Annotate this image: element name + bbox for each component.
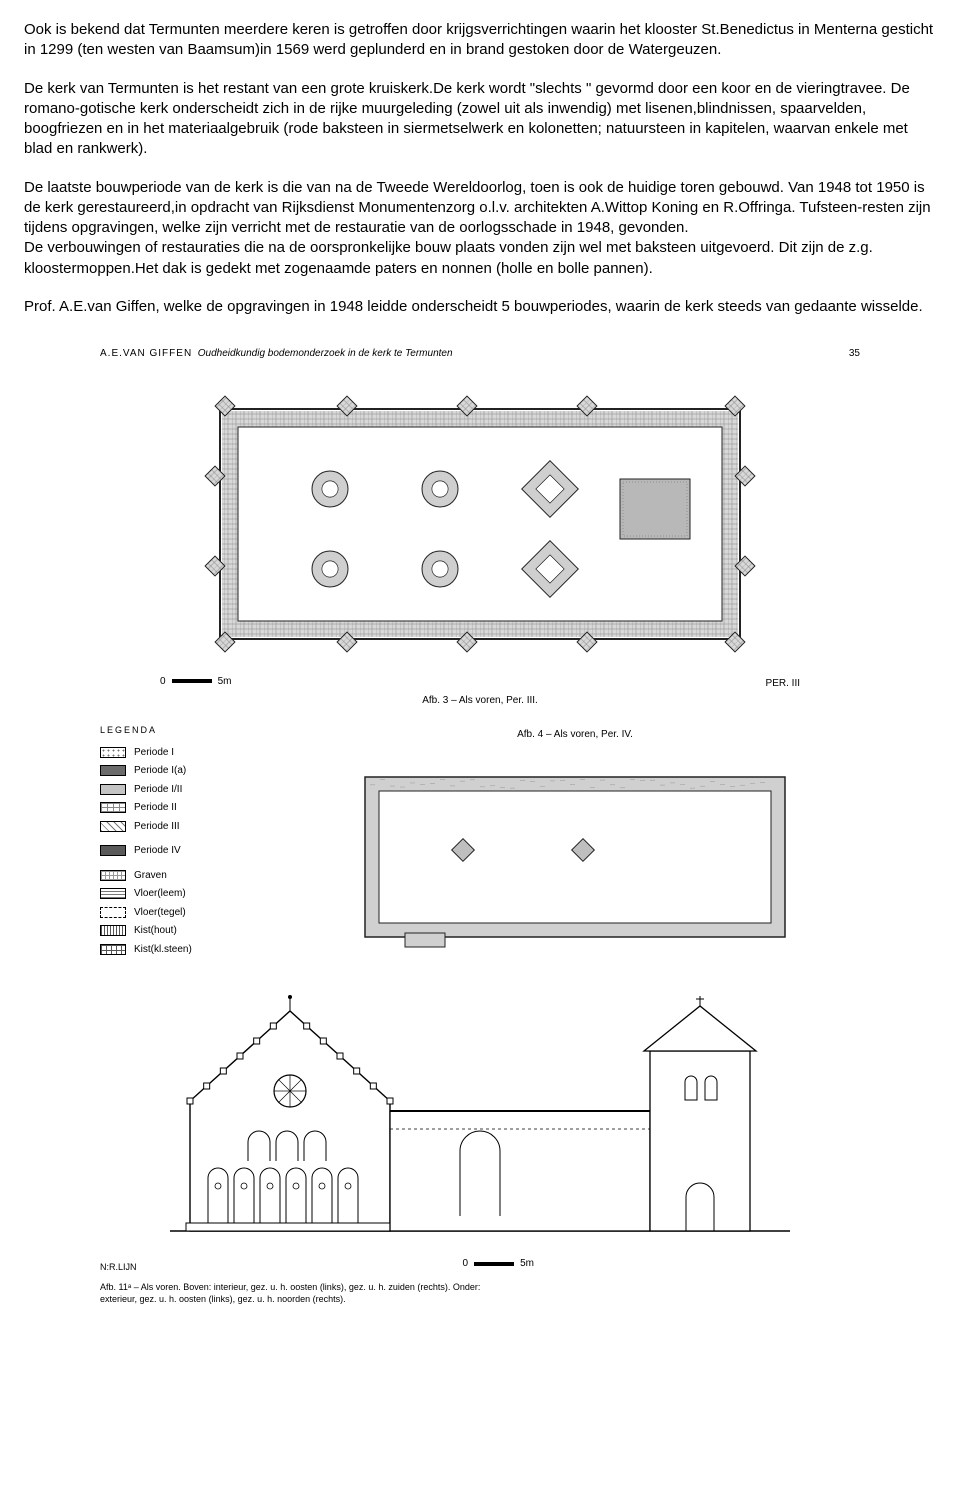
legend-label: Kist(hout) bbox=[134, 924, 177, 938]
figure-header: A.E.VAN GIFFEN Oudheidkundig bodemonderz… bbox=[100, 347, 860, 361]
floorplan-period-3: 0 5m PER. III Afb. 3 – Als voren, Per. I… bbox=[100, 369, 860, 724]
legend-label: Vloer(tegel) bbox=[134, 906, 186, 920]
scale-bar: 0 5m bbox=[160, 675, 231, 689]
legend-swatch bbox=[100, 944, 126, 955]
legend-swatch bbox=[100, 784, 126, 795]
legend-label: Kist(kl.steen) bbox=[134, 943, 192, 957]
legend-label: Periode IV bbox=[134, 844, 181, 858]
legend-swatch bbox=[100, 765, 126, 776]
legend-item: Kist(kl.steen) bbox=[100, 943, 270, 957]
legend-item: Periode IV bbox=[100, 844, 270, 858]
floorplan-period-4 bbox=[325, 747, 825, 957]
legend-item: Periode I/II bbox=[100, 783, 270, 797]
legend-label: Periode III bbox=[134, 820, 180, 834]
bottom-caption: Afb. 11ᵃ – Als voren. Boven: interieur, … bbox=[100, 1281, 860, 1305]
elevation-drawing: N:R.LIJN 0 5m bbox=[100, 981, 860, 1273]
legend-swatch bbox=[100, 870, 126, 881]
paragraph-3: De laatste bouwperiode van de kerk is di… bbox=[24, 178, 936, 279]
legend-swatch bbox=[100, 747, 126, 758]
legend-swatch bbox=[100, 888, 126, 899]
paragraph-5: Prof. A.E.van Giffen, welke de opgraving… bbox=[24, 297, 936, 317]
legend-item: Periode II bbox=[100, 801, 270, 815]
legend-swatch bbox=[100, 925, 126, 936]
legend-item: Periode I bbox=[100, 746, 270, 760]
legend-label: Vloer(leem) bbox=[134, 887, 186, 901]
figure-author: A.E.VAN GIFFEN bbox=[100, 348, 192, 359]
figure-page-number: 35 bbox=[849, 347, 860, 361]
figure-block: A.E.VAN GIFFEN Oudheidkundig bodemonderz… bbox=[24, 347, 936, 1305]
legend-swatch bbox=[100, 821, 126, 832]
legend-item: Vloer(leem) bbox=[100, 887, 270, 901]
legend-item: Graven bbox=[100, 869, 270, 883]
legend-item: Kist(hout) bbox=[100, 924, 270, 938]
legend-item: Vloer(tegel) bbox=[100, 906, 270, 920]
legend-item: Periode III bbox=[100, 820, 270, 834]
plan2-caption: Afb. 4 – Als voren, Per. IV. bbox=[290, 728, 860, 742]
plan1-caption: Afb. 3 – Als voren, Per. III. bbox=[100, 694, 860, 708]
legend-item: Periode I(a) bbox=[100, 764, 270, 778]
figure-title: Oudheidkundig bodemonderzoek in de kerk … bbox=[198, 348, 453, 359]
legend-label: Periode I/II bbox=[134, 783, 182, 797]
legend-label: Periode I bbox=[134, 746, 174, 760]
legend-title: LEGENDA bbox=[100, 724, 270, 736]
paragraph-2: De kerk van Termunten is het restant van… bbox=[24, 79, 936, 160]
legend-label: Periode I(a) bbox=[134, 764, 186, 778]
paragraph-1: Ook is bekend dat Termunten meerdere ker… bbox=[24, 20, 936, 61]
plan1-period-label: PER. III bbox=[766, 677, 800, 691]
legend-swatch bbox=[100, 907, 126, 918]
legend-swatch bbox=[100, 845, 126, 856]
legend: LEGENDA Periode I Periode I(a) Periode I/I… bbox=[100, 724, 270, 962]
legend-label: Graven bbox=[134, 869, 167, 883]
legend-swatch bbox=[100, 802, 126, 813]
nr-lijn-label: N:R.LIJN bbox=[100, 1261, 137, 1273]
legend-label: Periode II bbox=[134, 801, 177, 815]
scale-bar-bottom: 0 5m bbox=[463, 1257, 534, 1271]
